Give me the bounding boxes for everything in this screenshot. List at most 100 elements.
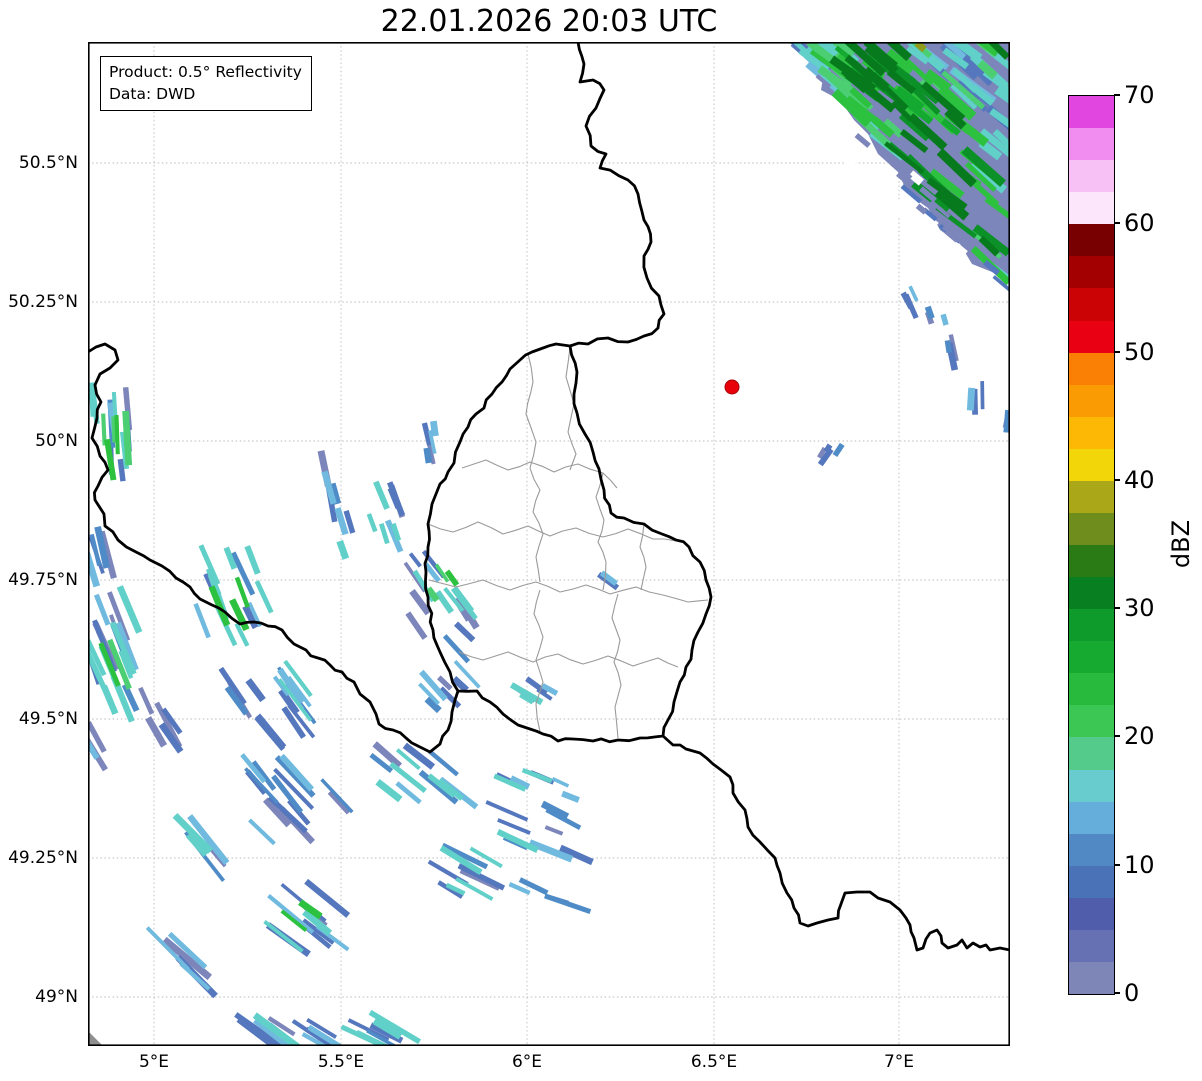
x-tick-label: 7°E bbox=[883, 1052, 915, 1072]
echo-streak bbox=[93, 593, 111, 626]
echo-streak bbox=[154, 701, 183, 749]
colorbar-segment bbox=[1069, 576, 1114, 610]
colorbar-segment bbox=[1069, 704, 1114, 738]
echo-streak bbox=[445, 882, 466, 896]
echo-streak bbox=[385, 519, 404, 553]
canton-border bbox=[427, 521, 677, 542]
canton-border bbox=[458, 651, 679, 668]
colorbar-segment bbox=[1069, 512, 1114, 545]
echo-streak bbox=[455, 877, 494, 901]
echo-streak bbox=[508, 882, 531, 896]
colorbar-segment bbox=[1069, 929, 1114, 962]
echo-streak bbox=[450, 585, 475, 614]
echo-streak bbox=[122, 410, 133, 466]
echo-streak bbox=[437, 880, 464, 899]
echo-streak bbox=[240, 753, 267, 784]
x-tick-label: 6.5°E bbox=[690, 1052, 738, 1072]
ne-precip-gap bbox=[871, 181, 895, 203]
ne-precip-streak bbox=[817, 42, 856, 59]
echo-streak bbox=[369, 1022, 404, 1044]
colorbar-segment bbox=[1069, 801, 1114, 834]
y-tick-label: 50.25°N bbox=[8, 292, 78, 312]
ne-precip-streak bbox=[941, 70, 986, 110]
echo-streak bbox=[162, 936, 212, 981]
canton-border bbox=[533, 589, 544, 733]
echo-streak bbox=[425, 586, 440, 603]
ne-precip-streak bbox=[961, 146, 1006, 188]
echo-streak bbox=[234, 622, 250, 647]
echo-streak bbox=[89, 533, 102, 567]
colorbar-tick-label: 40 bbox=[1124, 466, 1155, 494]
echo-streak bbox=[302, 909, 333, 937]
echo-streak bbox=[255, 713, 287, 750]
echo-streak bbox=[104, 438, 117, 481]
echo-streak bbox=[244, 545, 261, 575]
echo-streak bbox=[908, 285, 919, 302]
echo-streak bbox=[457, 863, 506, 891]
ne-precip-streak bbox=[936, 148, 977, 188]
echo-streak bbox=[267, 795, 308, 834]
echo-streak bbox=[278, 688, 300, 715]
echo-streak bbox=[509, 775, 531, 790]
echo-streak bbox=[118, 650, 134, 679]
echo-streak bbox=[88, 725, 100, 760]
echo-streak bbox=[493, 773, 527, 792]
echo-streak bbox=[439, 845, 483, 875]
echo-streak bbox=[832, 442, 845, 458]
echo-streak bbox=[966, 387, 976, 411]
echo-streak bbox=[98, 642, 121, 687]
echo-streak bbox=[528, 839, 574, 863]
map-canvas bbox=[88, 42, 1010, 1046]
ne-precip-streak bbox=[831, 88, 872, 128]
country-border-frde bbox=[661, 734, 1010, 952]
canton-border bbox=[611, 593, 622, 739]
echo-streak bbox=[145, 926, 191, 971]
colorbar-tick-mark bbox=[1114, 94, 1120, 96]
colorbar-segment bbox=[1069, 961, 1114, 994]
echo-streak bbox=[379, 523, 390, 545]
ne-edge-dash bbox=[854, 132, 871, 148]
echo-streak bbox=[234, 576, 250, 608]
axes-spine bbox=[88, 42, 1010, 1046]
ne-precip-streak bbox=[944, 108, 967, 130]
ne-precip-streak bbox=[921, 81, 966, 122]
ne-precip-streak bbox=[849, 87, 872, 109]
echo-streak bbox=[278, 678, 313, 722]
ne-precip-streak bbox=[898, 113, 930, 142]
echo-streak bbox=[244, 767, 279, 804]
echo-streak bbox=[544, 825, 564, 836]
echo-streak bbox=[279, 753, 315, 792]
ne-precip-streak bbox=[909, 84, 941, 116]
echo-streak bbox=[223, 546, 238, 570]
echo-streak bbox=[441, 842, 489, 870]
ne-precip-streak bbox=[906, 46, 929, 65]
echo-streak bbox=[390, 522, 402, 542]
echo-streak bbox=[980, 381, 985, 410]
echo-streak bbox=[236, 1017, 287, 1046]
ne-precip-gap bbox=[886, 197, 914, 223]
x-tick-label: 6°E bbox=[511, 1052, 543, 1072]
x-tick-label: 5°E bbox=[138, 1052, 170, 1072]
ne-precip-streak bbox=[951, 67, 978, 93]
coverage-corner-triangle bbox=[88, 1031, 103, 1046]
echo-streak bbox=[434, 563, 450, 583]
ne-precip-streak bbox=[884, 141, 925, 175]
colorbar bbox=[1068, 95, 1115, 995]
colorbar-tick-mark bbox=[1114, 351, 1120, 353]
echo-streak bbox=[121, 683, 140, 713]
echo-streak bbox=[343, 510, 356, 534]
colorbar-tick-label: 30 bbox=[1124, 594, 1155, 622]
ne-precip-streak bbox=[950, 83, 978, 110]
ne-precip-streak bbox=[969, 160, 1008, 194]
echo-streak bbox=[366, 513, 378, 533]
echo-streak bbox=[940, 313, 949, 326]
echo-streak bbox=[434, 590, 454, 614]
ne-precip-streak bbox=[934, 188, 970, 221]
ne-precip-streak bbox=[908, 76, 940, 105]
echo-streak bbox=[424, 696, 442, 714]
y-tick-label: 49°N bbox=[35, 987, 78, 1007]
ne-precip-streak bbox=[924, 69, 952, 93]
echo-streak bbox=[421, 422, 433, 446]
echo-streak bbox=[122, 387, 133, 431]
ne-edge-dash bbox=[900, 184, 923, 204]
